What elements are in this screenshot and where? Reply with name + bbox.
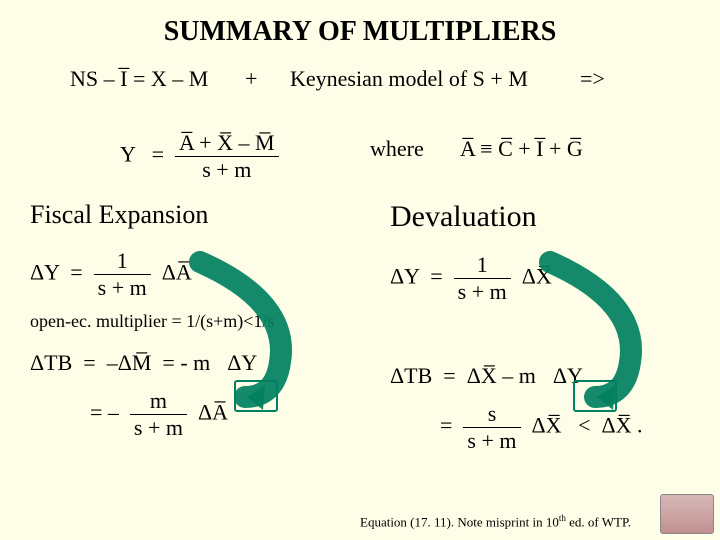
fiscal-dtb: ΔTB = –ΔM̅ = - m ΔY bbox=[30, 348, 370, 378]
keynesian-label: Keynesian model of S + M bbox=[290, 66, 528, 92]
dy-num: 1 bbox=[94, 248, 151, 275]
last-eq: = – bbox=[90, 400, 119, 425]
dev-dtb-mid: ΔX̅ – m bbox=[467, 363, 536, 388]
dev-last-rhs: ΔX̅ bbox=[532, 413, 562, 438]
last-num: m bbox=[130, 388, 187, 415]
dtb-eq1: = bbox=[83, 350, 95, 375]
y-equation: Y = A̅ + X̅ – M̅ s + m bbox=[120, 130, 279, 183]
y-symbol: Y bbox=[120, 142, 135, 167]
dtb-eq2: = - m bbox=[162, 350, 210, 375]
fiscal-title: Fiscal Expansion bbox=[30, 200, 370, 230]
a-definition: A̅ ≡ C̅ + I̅ + G̅ bbox=[460, 136, 583, 162]
plus-sign: + bbox=[245, 66, 257, 92]
dev-dy-eq: = bbox=[430, 264, 442, 289]
dtb-mid: –ΔM̅ bbox=[107, 350, 152, 375]
dev-dy-rhs: ΔX̅ bbox=[522, 264, 552, 289]
fiscal-last: = – m s + m ΔA̅ bbox=[90, 388, 370, 441]
dev-last-eq: = bbox=[440, 413, 452, 438]
dy-lhs: ΔY bbox=[30, 260, 59, 285]
dev-last-num: s bbox=[463, 401, 520, 428]
last-frac: m s + m bbox=[130, 388, 187, 441]
page-title: SUMMARY OF MULTIPLIERS bbox=[0, 0, 720, 48]
dev-dy: ΔY = 1 s + m ΔX̅ bbox=[390, 252, 710, 305]
dev-dy-den: s + m bbox=[454, 279, 511, 305]
dev-final: ΔX̅ . bbox=[601, 413, 642, 438]
dev-dtb: ΔTB = ΔX̅ – m ΔY bbox=[390, 361, 710, 391]
y-den: s + m bbox=[175, 157, 279, 183]
box-dy-right bbox=[573, 380, 617, 412]
footer-note: Equation (17. 11). Note misprint in 10th… bbox=[360, 513, 631, 530]
dev-dtb-lhs: ΔTB bbox=[390, 363, 432, 388]
dev-last-den: s + m bbox=[463, 428, 520, 454]
dy-eq: = bbox=[70, 260, 82, 285]
where-label: where bbox=[370, 136, 424, 162]
dev-dtb-eq: = bbox=[443, 363, 455, 388]
fiscal-section: Fiscal Expansion ΔY = 1 s + m ΔA̅ open-e… bbox=[30, 200, 370, 441]
dev-dy-num: 1 bbox=[454, 252, 511, 279]
footer-tail: ed. of WTP. bbox=[566, 514, 631, 529]
dev-last-frac: s s + m bbox=[463, 401, 520, 454]
eq-ns: NS – I̅ = X – M bbox=[70, 66, 208, 92]
box-dy-left bbox=[234, 380, 278, 412]
dev-dy-lhs: ΔY bbox=[390, 264, 419, 289]
devaluation-title: Devaluation bbox=[390, 200, 710, 234]
multiplier-note: open-ec. multiplier = 1/(s+m)<1/s bbox=[30, 311, 370, 332]
equals: = bbox=[152, 142, 164, 167]
dy-rhs: ΔA̅ bbox=[162, 260, 192, 285]
last-rhs: ΔA̅ bbox=[198, 400, 228, 425]
dtb-dy: ΔY bbox=[221, 348, 263, 378]
logo-badge bbox=[660, 494, 714, 534]
y-num: A̅ + X̅ – M̅ bbox=[175, 130, 279, 157]
fiscal-dy: ΔY = 1 s + m ΔA̅ bbox=[30, 248, 370, 301]
dy-den: s + m bbox=[94, 275, 151, 301]
dy-frac: 1 s + m bbox=[94, 248, 151, 301]
implies-arrow: => bbox=[580, 66, 605, 92]
devaluation-section: Devaluation ΔY = 1 s + m ΔX̅ ΔTB = ΔX̅ –… bbox=[390, 200, 710, 454]
dtb-lhs: ΔTB bbox=[30, 350, 72, 375]
footer-sup: th bbox=[559, 513, 566, 523]
footer-text: Equation (17. 11). Note misprint in 10 bbox=[360, 514, 559, 529]
dev-lt: < bbox=[578, 413, 590, 438]
last-den: s + m bbox=[130, 415, 187, 441]
dev-dy-frac: 1 s + m bbox=[454, 252, 511, 305]
y-fraction: A̅ + X̅ – M̅ s + m bbox=[175, 130, 279, 183]
